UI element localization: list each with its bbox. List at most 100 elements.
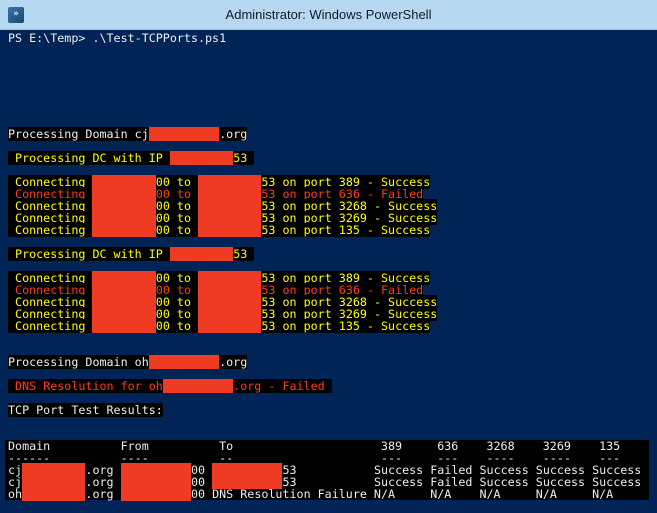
console-text: 53 on port 3269 - Success <box>261 211 438 225</box>
redaction-block <box>92 283 156 297</box>
console-text: .org - Failed <box>233 379 332 393</box>
processing-dc-line: Processing DC with IP 53 <box>8 247 657 261</box>
console-text: 00 to <box>155 307 199 321</box>
redaction-block <box>92 319 156 333</box>
highlighted-text: Connecting 00 to 53 on port 636 - Failed <box>8 283 424 297</box>
redaction-block <box>92 271 156 285</box>
console-text: 00 to <box>155 187 199 201</box>
processing-domain-line: Processing Domain cj .org <box>8 127 657 141</box>
prompt-line: PS E:\Temp> .\Test-TCPPorts.ps1 <box>8 32 657 44</box>
highlighted-text: Connecting 00 to 53 on port 389 - Succes… <box>8 175 431 189</box>
console-text: Processing DC with IP <box>8 247 170 261</box>
highlighted-text: Connecting 00 to 53 on port 636 - Failed <box>8 187 424 201</box>
table-row-line: cj .org 00 53 Success Failed Success Suc… <box>5 475 649 489</box>
redaction-block <box>169 247 234 261</box>
console-text: 53 on port 389 - Success <box>261 175 431 189</box>
title-bar[interactable]: » Administrator: Windows PowerShell <box>0 0 657 30</box>
connecting-line: Connecting 00 to 53 on port 3268 - Succe… <box>8 199 657 213</box>
redaction-block <box>198 319 262 333</box>
console-text: 53 on port 389 - Success <box>261 271 431 285</box>
redaction-block <box>120 475 191 489</box>
redaction-block <box>22 463 86 477</box>
console-text: 00 to <box>155 271 199 285</box>
table-row-line: oh .org 00 DNS Resolution Failure N/A N/… <box>5 487 649 501</box>
redaction-block <box>92 223 156 237</box>
console-text: Connecting <box>8 187 93 201</box>
powershell-icon[interactable]: » <box>8 7 24 23</box>
console-text: Connecting <box>8 307 93 321</box>
redaction-block <box>120 487 191 501</box>
console-text: Processing DC with IP <box>8 151 170 165</box>
console-text: PS E:\Temp> .\Test-TCPPorts.ps1 <box>8 31 227 45</box>
console-text: Connecting <box>8 223 93 237</box>
redaction-block <box>212 463 283 477</box>
redaction-block <box>198 187 262 201</box>
console-text: 53 on port 3268 - Success <box>261 295 438 309</box>
console-text: 00 to <box>155 223 199 237</box>
blank-line <box>8 80 657 92</box>
console-text: Connecting <box>8 319 93 333</box>
console-text: 53 on port 636 - Failed <box>261 187 424 201</box>
console-text: ------ ---- -- --- --- ---- ---- --- <box>8 451 621 465</box>
redaction-block <box>148 355 220 369</box>
redaction-block <box>148 127 220 141</box>
redaction-block <box>92 187 156 201</box>
console-output[interactable]: PS E:\Temp> .\Test-TCPPorts.ps1 Processi… <box>0 30 657 513</box>
console-text: cj <box>8 463 23 477</box>
results-title-line: TCP Port Test Results: <box>8 403 657 417</box>
console-text: oh <box>8 487 23 501</box>
console-text: DNS Resolution for oh <box>8 379 163 393</box>
connecting-line: Connecting 00 to 53 on port 3269 - Succe… <box>8 307 657 321</box>
console-text: Processing Domain cj <box>8 127 149 141</box>
blank-line <box>8 104 657 116</box>
connecting-line: Connecting 00 to 53 on port 135 - Succes… <box>8 223 657 237</box>
table-header-line: Domain From To 389 636 3268 3269 135 <box>5 440 649 452</box>
console-text: TCP Port Test Results: <box>8 403 163 417</box>
console-text: 00 to <box>155 283 199 297</box>
highlighted-text: Connecting 00 to 53 on port 389 - Succes… <box>8 271 431 285</box>
highlighted-text: Connecting 00 to 53 on port 3268 - Succe… <box>8 295 438 309</box>
console-text: 53 <box>233 247 255 261</box>
console-text: 53 on port 3269 - Success <box>261 307 438 321</box>
console-text: 00 <box>190 463 213 477</box>
redaction-block <box>92 295 156 309</box>
console-text: cj <box>8 475 23 489</box>
console-text: Connecting <box>8 175 93 189</box>
console-text: 53 on port 135 - Success <box>261 223 431 237</box>
window-title: Administrator: Windows PowerShell <box>225 7 432 22</box>
console-text: 00 to <box>155 175 199 189</box>
console-text: .org <box>85 463 121 477</box>
redaction-block <box>198 223 262 237</box>
console-text: 53 on port 636 - Failed <box>261 283 424 297</box>
highlighted-text: Connecting 00 to 53 on port 135 - Succes… <box>8 223 431 237</box>
redaction-block <box>92 175 156 189</box>
redaction-block <box>22 487 86 501</box>
processing-domain-line: Processing Domain oh .org <box>8 355 657 369</box>
redaction-block <box>162 379 234 393</box>
dns-failed-line: DNS Resolution for oh .org - Failed <box>8 379 657 393</box>
redaction-block <box>198 271 262 285</box>
console-text: Connecting <box>8 283 93 297</box>
redaction-block <box>92 211 156 225</box>
redaction-block <box>198 211 262 225</box>
console-text: 00 to <box>155 295 199 309</box>
redaction-block <box>92 307 156 321</box>
blank-line <box>8 332 657 344</box>
connecting-line: Connecting 00 to 53 on port 636 - Failed <box>8 187 657 201</box>
console-text: 53 Success Failed Success Success Succes… <box>282 463 642 477</box>
console-text: 00 <box>190 475 213 489</box>
redaction-block <box>198 199 262 213</box>
connecting-line: Connecting 00 to 53 on port 389 - Succes… <box>8 271 657 285</box>
highlighted-text: DNS Resolution for oh .org - Failed <box>8 379 332 393</box>
console-text: 00 DNS Resolution Failure N/A N/A N/A N/… <box>190 487 614 501</box>
console-text: 53 <box>233 151 255 165</box>
connecting-line: Connecting 00 to 53 on port 389 - Succes… <box>8 175 657 189</box>
blank-line <box>8 44 657 56</box>
console-text: .org <box>219 127 248 141</box>
highlighted-text: Connecting 00 to 53 on port 3268 - Succe… <box>8 199 438 213</box>
console-text: Connecting <box>8 295 93 309</box>
highlighted-text: Processing Domain cj .org <box>8 127 248 141</box>
table-row-line: cj .org 00 53 Success Failed Success Suc… <box>5 463 649 477</box>
highlighted-text: Processing DC with IP 53 <box>8 151 255 165</box>
